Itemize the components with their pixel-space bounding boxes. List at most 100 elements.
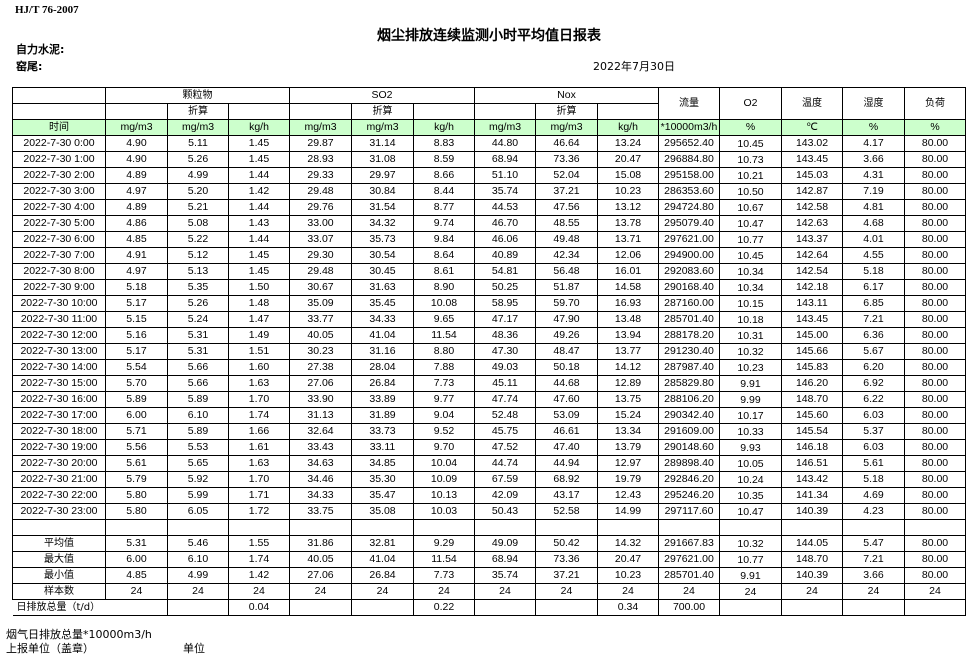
value-cell: 13.77 — [597, 343, 659, 360]
value-cell: 1.74 — [228, 407, 290, 424]
value-cell: 35.73 — [351, 231, 414, 248]
value-cell: 34.32 — [351, 215, 414, 232]
value-cell: 1.45 — [228, 135, 290, 152]
unit-label: 单位 — [183, 642, 205, 655]
time-cell: 2022-7-30 13:00 — [12, 343, 106, 360]
value-cell: 47.17 — [474, 311, 536, 328]
value-cell: 40.05 — [289, 327, 352, 344]
value-cell: 19.79 — [597, 471, 659, 488]
summary-row: 最大值 6.00 6.10 1.74 40.05 41.04 11.54 68.94 73.36… — [12, 551, 966, 568]
value-cell: 47.30 — [474, 343, 536, 360]
value-cell: 5.11 — [167, 135, 229, 152]
value-cell: 4.01 — [842, 231, 905, 248]
time-cell: 2022-7-30 7:00 — [12, 247, 106, 264]
value-cell: 10.18 — [719, 311, 782, 328]
value-cell: 4.99 — [167, 567, 229, 584]
value-cell: 33.89 — [351, 391, 414, 408]
table-row: 2022-7-30 0:00 4.90 5.11 1.45 29.87 31.14 8.83… — [12, 135, 966, 152]
value-cell: 10.47 — [719, 503, 782, 520]
header-flow: 流量 — [658, 87, 720, 120]
value-cell: 6.00 — [105, 551, 168, 568]
daily-total-nox: 0.34 — [597, 599, 659, 616]
value-cell: 10.73 — [719, 151, 782, 168]
value-cell: 6.00 — [105, 407, 168, 424]
value-cell: 54.81 — [474, 263, 536, 280]
header-nox-converted: 折算 — [535, 103, 598, 120]
value-cell: 140.39 — [781, 567, 843, 584]
value-cell: 8.66 — [413, 167, 475, 184]
value-cell: 4.17 — [842, 135, 905, 152]
value-cell: 80.00 — [904, 375, 966, 392]
value-cell: 28.04 — [351, 359, 414, 376]
value-cell: 24 — [474, 583, 536, 600]
value-cell: 1.60 — [228, 359, 290, 376]
daily-total-label: 日排放总量（t/d） — [12, 599, 168, 616]
value-cell: 24 — [105, 583, 168, 600]
value-cell: 146.20 — [781, 375, 843, 392]
value-cell: 80.00 — [904, 183, 966, 200]
value-cell: 53.09 — [535, 407, 598, 424]
value-cell: 10.23 — [597, 183, 659, 200]
value-cell: 33.00 — [289, 215, 352, 232]
daily-total-so2: 0.22 — [413, 599, 475, 616]
value-cell: 1.71 — [228, 487, 290, 504]
value-cell: 1.45 — [228, 151, 290, 168]
value-cell: 80.00 — [904, 551, 966, 568]
value-cell: 47.60 — [535, 391, 598, 408]
time-cell: 2022-7-30 23:00 — [12, 503, 106, 520]
value-cell: 145.83 — [781, 359, 843, 376]
value-cell: 59.70 — [535, 295, 598, 312]
value-cell: 80.00 — [904, 311, 966, 328]
value-cell: 296884.80 — [658, 151, 720, 168]
value-cell: 50.42 — [535, 535, 598, 552]
value-cell: 30.84 — [351, 183, 414, 200]
time-cell: 2022-7-30 16:00 — [12, 391, 106, 408]
value-cell: 5.61 — [842, 455, 905, 472]
value-cell: 144.05 — [781, 535, 843, 552]
value-cell: 287987.40 — [658, 359, 720, 376]
value-cell: 15.08 — [597, 167, 659, 184]
value-cell: 5.24 — [167, 311, 229, 328]
value-cell: 1.45 — [228, 263, 290, 280]
table-row: 2022-7-30 3:00 4.97 5.20 1.42 29.48 30.84 8.44… — [12, 183, 966, 200]
value-cell: 42.34 — [535, 247, 598, 264]
value-cell: 9.52 — [413, 423, 475, 440]
value-cell: 80.00 — [904, 359, 966, 376]
value-cell: 1.42 — [228, 183, 290, 200]
value-cell: 6.03 — [842, 407, 905, 424]
value-cell: 24 — [597, 583, 659, 600]
value-cell: 7.73 — [413, 567, 475, 584]
value-cell: 10.17 — [719, 407, 782, 424]
value-cell: 40.89 — [474, 247, 536, 264]
value-cell: 142.63 — [781, 215, 843, 232]
header-particulate-converted: 折算 — [167, 103, 229, 120]
value-cell: 33.07 — [289, 231, 352, 248]
value-cell: 56.48 — [535, 263, 598, 280]
value-cell: 5.89 — [167, 423, 229, 440]
value-cell: 28.93 — [289, 151, 352, 168]
value-cell: 6.03 — [842, 439, 905, 456]
value-cell: 5.79 — [105, 471, 168, 488]
value-cell: 4.99 — [167, 167, 229, 184]
value-cell: 145.66 — [781, 343, 843, 360]
value-cell: 148.70 — [781, 391, 843, 408]
value-cell: 35.47 — [351, 487, 414, 504]
table-row: 2022-7-30 2:00 4.89 4.99 1.44 29.33 29.97 8.66… — [12, 167, 966, 184]
value-cell: 29.48 — [289, 263, 352, 280]
value-cell: 145.54 — [781, 423, 843, 440]
time-cell: 2022-7-30 1:00 — [12, 151, 106, 168]
value-cell: 24 — [535, 583, 598, 600]
value-cell: 80.00 — [904, 167, 966, 184]
value-cell: 13.71 — [597, 231, 659, 248]
value-cell: 29.48 — [289, 183, 352, 200]
value-cell: 13.78 — [597, 215, 659, 232]
daily-total-particulate: 0.04 — [228, 599, 290, 616]
value-cell: 29.97 — [351, 167, 414, 184]
value-cell: 50.18 — [535, 359, 598, 376]
value-cell: 1.63 — [228, 375, 290, 392]
value-cell: 1.66 — [228, 423, 290, 440]
value-cell: 10.34 — [719, 279, 782, 296]
value-cell: 80.00 — [904, 327, 966, 344]
value-cell: 5.26 — [167, 151, 229, 168]
value-cell: 4.86 — [105, 215, 168, 232]
